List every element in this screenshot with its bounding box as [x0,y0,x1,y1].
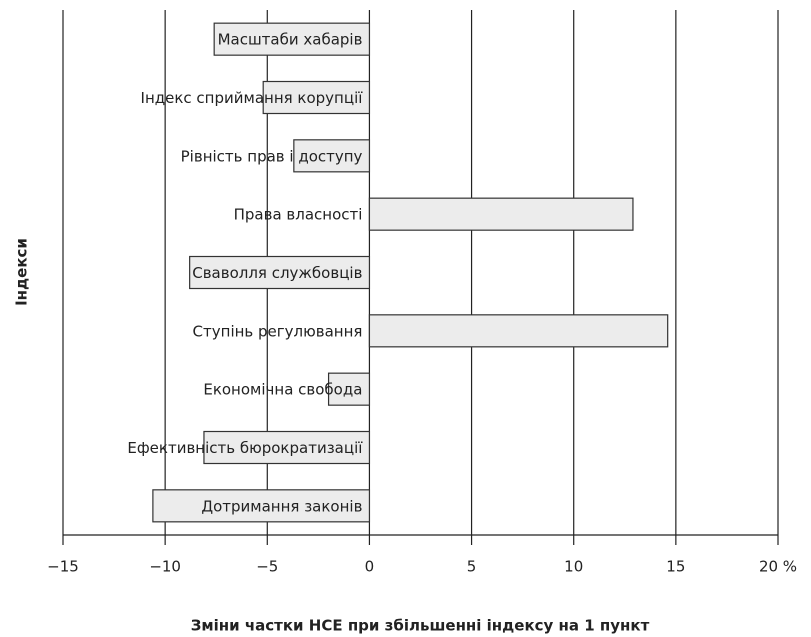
category-label: Ефективність бюрократизації [127,439,363,457]
x-tick-label: 0 [365,558,375,576]
bar [213,22,371,56]
x-tick-label: −15 [47,558,79,576]
x-tick-label: −10 [149,558,181,576]
category-label: Індекс сприймання корупції [141,89,364,107]
category-label: Масштаби хабарів [218,31,363,49]
category-label: Економічна свобода [203,381,362,399]
x-tick-label: 20 % [759,558,797,576]
bar [189,255,371,290]
x-tick-label: 15 [666,558,685,576]
x-tick-label: −5 [256,558,278,576]
bar [293,139,371,173]
bar [203,430,371,465]
bar [262,80,371,115]
y-axis-label: Індекси [13,238,31,306]
x-tick-label: 5 [467,558,477,576]
bar [327,372,371,406]
category-label: Ступінь регулювання [193,322,363,340]
x-axis-label: Зміни частки НСЕ при збільшенні індексу … [191,617,650,635]
x-tick-label: 10 [564,558,583,576]
bar [368,197,634,231]
category-label: Права власності [234,206,363,224]
bar [368,314,669,348]
category-label: Сваволля службовців [192,264,362,282]
category-label: Дотримання законів [201,497,362,515]
bar [152,489,371,523]
category-label: Рівність прав і доступу [181,147,363,165]
